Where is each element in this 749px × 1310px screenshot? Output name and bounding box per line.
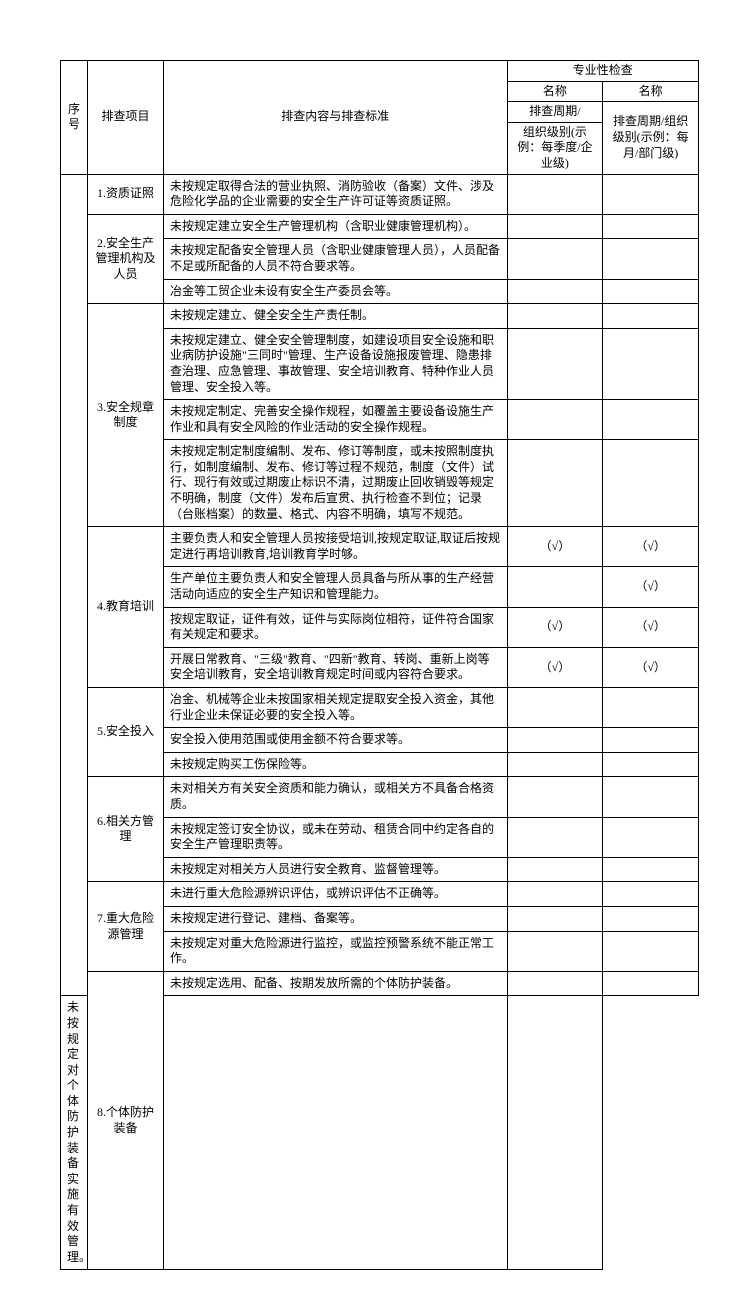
item2-title: 2.安全生产管理机构及人员 xyxy=(87,214,163,303)
check-a: （√） xyxy=(507,647,603,687)
item1-title: 1.资质证照 xyxy=(87,174,163,214)
cell xyxy=(603,304,699,329)
cell xyxy=(603,931,699,971)
hdr-org-a: 组织级别(示例：每季度/企业级) xyxy=(507,122,603,174)
item5-r2: 安全投入使用范围或使用金额不符合要求等。 xyxy=(164,728,508,753)
cell xyxy=(507,752,603,777)
item4-r4: 开展日常教育、"三级"教育、"四新"教育、转岗、重新上岗等安全培训教育，安全培训… xyxy=(164,647,508,687)
cell xyxy=(507,279,603,304)
item4-title: 4.教育培训 xyxy=(87,527,163,688)
check-b: （√） xyxy=(603,647,699,687)
cell xyxy=(507,906,603,931)
idx-col xyxy=(61,174,88,996)
cell xyxy=(603,971,699,996)
cell xyxy=(507,239,603,279)
cell xyxy=(507,688,603,728)
cell xyxy=(603,688,699,728)
hdr-special: 专业性检查 xyxy=(507,61,698,82)
cell xyxy=(603,882,699,907)
item8-title: 8.个体防护装备 xyxy=(87,971,163,1270)
cell xyxy=(507,440,603,527)
item3-r3: 未按规定制定、完善安全操作规程，如覆盖主要设备设施生产作业和具有安全风险的作业活… xyxy=(164,400,508,440)
cell xyxy=(507,728,603,753)
cell xyxy=(603,777,699,817)
item7-r2: 未按规定进行登记、建档、备案等。 xyxy=(164,906,508,931)
cell xyxy=(603,440,699,527)
inspection-table: 序号 排查项目 排查内容与排查标准 专业性检查 名称 名称 排查周期/ 排查周期… xyxy=(60,60,699,1270)
item2-r2: 未按规定配备安全管理人员（含职业健康管理人员），人员配备不足或所配备的人员不符合… xyxy=(164,239,508,279)
cell xyxy=(507,996,603,1270)
hdr-seq: 序号 xyxy=(61,61,88,175)
cell xyxy=(603,857,699,882)
cell xyxy=(603,279,699,304)
check-b: （√） xyxy=(603,527,699,567)
cell xyxy=(507,174,603,214)
item6-r1: 未对相关方有关安全资质和能力确认，或相关方不具备合格资质。 xyxy=(164,777,508,817)
cell xyxy=(507,214,603,239)
cell xyxy=(507,882,603,907)
cell xyxy=(507,857,603,882)
cell xyxy=(507,304,603,329)
item2-r3: 冶金等工贸企业未设有安全生产委员会等。 xyxy=(164,279,508,304)
check-a: （√） xyxy=(507,527,603,567)
cell xyxy=(603,328,699,399)
cell xyxy=(507,817,603,857)
item3-r1: 未按规定建立、健全安全生产责任制。 xyxy=(164,304,508,329)
cell xyxy=(603,906,699,931)
item1-r1: 未按规定取得合法的营业执照、消防验收（备案）文件、涉及危险化学品的企业需要的安全… xyxy=(164,174,508,214)
item3-title: 3.安全规章制度 xyxy=(87,304,163,527)
item5-title: 5.安全投入 xyxy=(87,688,163,777)
hdr-cycle: 排查周期/ xyxy=(507,102,603,123)
item5-r3: 未按规定购买工伤保险等。 xyxy=(164,752,508,777)
hdr-item: 排查项目 xyxy=(87,61,163,175)
cell xyxy=(507,328,603,399)
cell xyxy=(507,931,603,971)
cell xyxy=(603,214,699,239)
check-b: （√） xyxy=(603,567,699,607)
cell xyxy=(603,174,699,214)
page: 序号 排查项目 排查内容与排查标准 专业性检查 名称 名称 排查周期/ 排查周期… xyxy=(0,0,749,1310)
cell xyxy=(603,400,699,440)
item6-r2: 未按规定签订安全协议，或未在劳动、租赁合同中约定各自的安全生产管理职责等。 xyxy=(164,817,508,857)
item4-r1: 主要负责人和安全管理人员按接受培训,按规定取证,取证后按规定进行再培训教育,培训… xyxy=(164,527,508,567)
cell xyxy=(507,777,603,817)
cell xyxy=(507,400,603,440)
item5-r1: 冶金、机械等企业未按国家相关规定提取安全投入资金，其他行业企业未保证必要的安全投… xyxy=(164,688,508,728)
item7-title: 7.重大危险源管理 xyxy=(87,882,163,971)
item6-r3: 未按规定对相关方人员进行安全教育、监督管理等。 xyxy=(164,857,508,882)
check-a: （√） xyxy=(507,607,603,647)
cell xyxy=(603,752,699,777)
hdr-name-b: 名称 xyxy=(603,81,699,102)
cell xyxy=(603,239,699,279)
item7-r1: 未进行重大危险源辨识评估，或辨识评估不正确等。 xyxy=(164,882,508,907)
item3-r4: 未按规定制定制度编制、发布、修订等制度，或未按照制度执行，如制度编制、发布、修订… xyxy=(164,440,508,527)
cell xyxy=(507,971,603,996)
hdr-org-b: 排查周期/组织级别(示例：每月/部门级) xyxy=(603,102,699,174)
hdr-name-a: 名称 xyxy=(507,81,603,102)
hdr-content: 排查内容与排查标准 xyxy=(164,61,508,175)
cell xyxy=(164,996,508,1270)
item3-r2: 未按规定建立、健全安全管理制度，如建设项目安全设施和职业病防护设施"三同时"管理… xyxy=(164,328,508,399)
check-b: （√） xyxy=(603,607,699,647)
item8-r2: 未按规定对个体防护装备实施有效管理。 xyxy=(61,996,88,1270)
item7-r3: 未按规定对重大危险源进行监控，或监控预警系统不能正常工作。 xyxy=(164,931,508,971)
cell xyxy=(507,567,603,607)
item8-r1: 未按规定选用、配备、按期发放所需的个体防护装备。 xyxy=(164,971,508,996)
item2-r1: 未按规定建立安全生产管理机构（含职业健康管理机构）。 xyxy=(164,214,508,239)
cell xyxy=(603,817,699,857)
item6-title: 6.相关方管理 xyxy=(87,777,163,882)
item4-r2: 生产单位主要负责人和安全管理人员具备与所从事的生产经营活动向适应的安全生产知识和… xyxy=(164,567,508,607)
item4-r3: 按规定取证，证件有效，证件与实际岗位相符，证件符合国家有关规定和要求。 xyxy=(164,607,508,647)
cell xyxy=(603,728,699,753)
